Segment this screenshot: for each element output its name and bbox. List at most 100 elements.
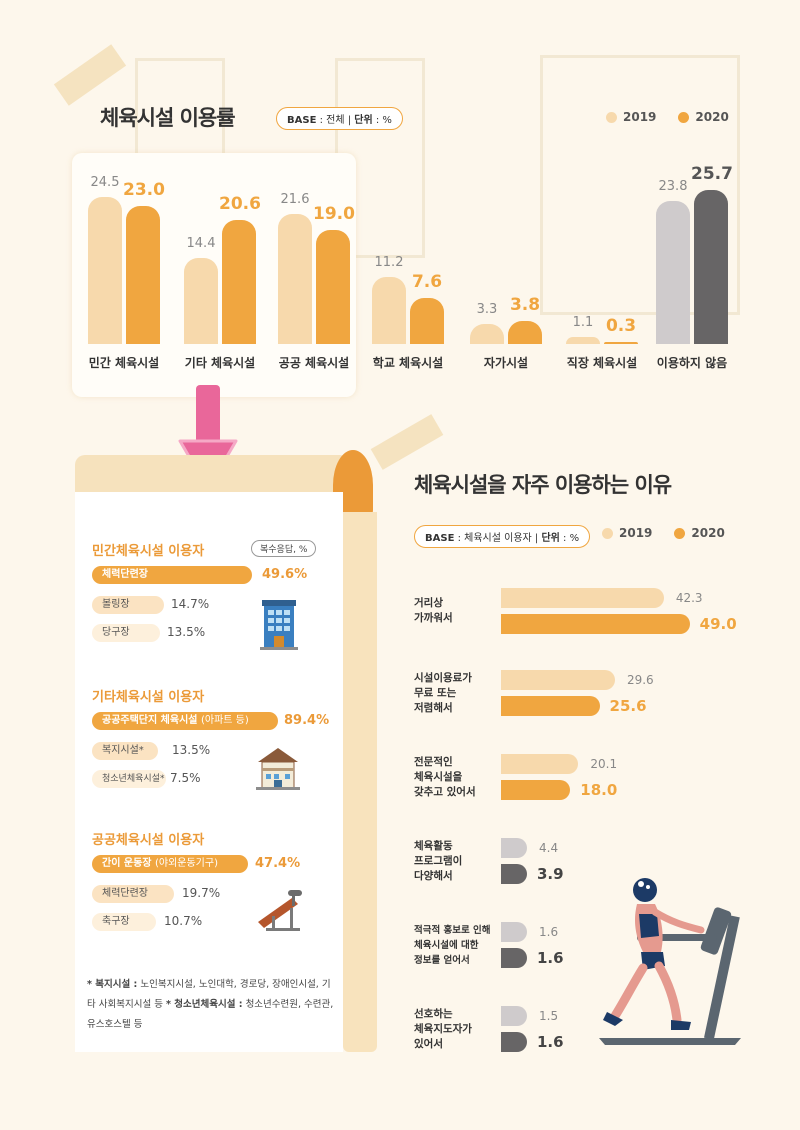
value-label-2020: 3.9 [537, 865, 564, 883]
value-label-2019: 21.6 [280, 192, 310, 208]
bar-2019 [501, 754, 579, 774]
category-label: 자가시설 [483, 356, 529, 370]
value-label-2020: 23.0 [123, 180, 165, 200]
house-icon [256, 748, 300, 790]
bar-2019 [566, 337, 600, 344]
value-label-2019: 1.6 [539, 925, 559, 939]
legend-swatch-2019 [606, 111, 617, 123]
facility-bar: 축구장 [92, 913, 156, 931]
bar-2020 [501, 614, 690, 634]
value-label-2020: 49.0 [699, 615, 737, 633]
reason-label-line: 체육지도자가 [414, 1022, 472, 1035]
bar-2019 [278, 214, 312, 344]
exercise-bench-icon [258, 890, 302, 931]
chart1-legend: 2019 2020 [606, 110, 729, 124]
bar-2019 [470, 324, 504, 344]
footnote: * 복지시설 : 노인복지시설, 노인대학, 경로당, 장애인시설, 기타 사회… [87, 979, 334, 1030]
bar-2020 [501, 696, 600, 716]
reason-label-line: 프로그램이 [414, 854, 463, 867]
value-label-2019: 11.2 [374, 254, 404, 270]
value-label-2020: 1.6 [537, 949, 564, 967]
reason-label-line: 갖추고 있어서 [414, 785, 476, 798]
bar-2019 [184, 257, 218, 344]
value-label-2020: 3.8 [509, 295, 541, 316]
bar-2019 [501, 670, 615, 690]
facility-bar: 볼링장 [92, 596, 164, 614]
facility-value: 49.6% [262, 567, 308, 582]
facility-bar: 당구장 [92, 624, 160, 642]
tape-decoration [53, 44, 127, 106]
panel-header [75, 455, 350, 497]
reason-label-line: 무료 또는 [414, 686, 457, 699]
bar-2020 [126, 206, 160, 344]
facility-bar: 복지시설* [92, 742, 158, 760]
bar-2019 [501, 838, 527, 858]
group-title: 공공체육시설 이용자 [92, 833, 205, 848]
legend-label-2020: 2020 [695, 110, 729, 124]
bar-2020 [501, 1032, 527, 1052]
bar-2019 [501, 588, 664, 608]
legend-swatch-2019 [602, 527, 613, 539]
value-label-2019: 24.5 [90, 175, 120, 190]
facility-value: 14.7% [171, 597, 210, 611]
multi-response-note: 복수응답, % [251, 540, 317, 557]
bar-2019 [656, 201, 690, 344]
value-label-2020: 7.6 [411, 272, 443, 293]
background-decoration [540, 55, 740, 315]
reason-label: 선호하는 체육지도자가 있어서 [414, 1007, 504, 1052]
facility-value: 47.4% [255, 856, 301, 871]
facility-value: 19.7% [182, 886, 221, 900]
chart2-base-pill: BASE : 체육시설 이용자 | 단위 : % [414, 525, 591, 548]
reason-label-line: 선호하는 [414, 1007, 453, 1020]
legend-label-2019: 2019 [619, 526, 653, 540]
value-label-2020: 1.6 [537, 1033, 564, 1051]
reason-label-line: 거리상 [414, 597, 443, 609]
chart1-base-pill: BASE : 전체 | 단위 : % [276, 107, 403, 130]
value-label-2019: 20.1 [590, 757, 618, 771]
reason-label-line: 체육시설에 대한 [414, 939, 479, 951]
category-label: 민간 체육시설 [88, 356, 160, 370]
facility-value: 13.5% [167, 625, 206, 639]
reason-label-line: 가까워서 [414, 612, 453, 624]
legend-swatch-2020 [678, 111, 690, 123]
chart2-title: 체육시설을 자주 이용하는 이유 [414, 473, 672, 497]
legend-swatch-2020 [674, 527, 686, 539]
reason-label-line: 체육시설을 [414, 770, 463, 783]
bar-2020 [410, 298, 444, 344]
value-label-2019: 42.3 [675, 591, 703, 605]
bar-2020 [604, 342, 638, 344]
category-label: 공공 체육시설 [278, 356, 350, 370]
value-label-2019: 29.6 [626, 673, 654, 687]
value-label-2019: 1.1 [572, 315, 594, 331]
reason-label-line: 전문적인 [414, 755, 453, 768]
reason-label-line: 체육활동 [414, 839, 453, 852]
legend-label-2019: 2019 [623, 110, 657, 124]
group-title: 기타체육시설 이용자 [92, 690, 205, 705]
facility-bar: 청소년체육시설* [92, 770, 166, 788]
bar-2020 [501, 864, 527, 884]
reason-label-line: 정보를 얻어서 [414, 954, 470, 966]
value-label-2019: 4.4 [539, 841, 559, 855]
reason-label-line: 다양해서 [414, 869, 453, 882]
reason-label: 시설이용료가 무료 또는 저렴해서 [414, 671, 504, 716]
chart1-title: 체육시설 이용률 [100, 106, 236, 130]
facility-bar: 간이 운동장 (야외운동기구) [92, 855, 248, 873]
category-label: 학교 체육시설 [372, 356, 444, 370]
chart2-legend: 2019 2020 [602, 526, 725, 540]
value-label-2020: 25.7 [691, 163, 733, 184]
treadmill-runner-illustration [599, 878, 741, 1045]
reason-label-line: 적극적 홍보로 인해 [414, 924, 491, 936]
tape-decoration [370, 414, 444, 470]
facility-value: 10.7% [164, 914, 203, 928]
value-label-2019: 1.5 [539, 1009, 559, 1023]
value-label-2020: 18.0 [580, 781, 618, 799]
reason-label-line: 시설이용료가 [414, 671, 472, 684]
legend-label-2020: 2020 [691, 526, 725, 540]
facility-bar: 체력단련장 [92, 885, 174, 903]
office-building-icon [260, 600, 298, 650]
value-label-2019: 14.4 [186, 235, 216, 251]
bar-2019 [372, 276, 406, 344]
